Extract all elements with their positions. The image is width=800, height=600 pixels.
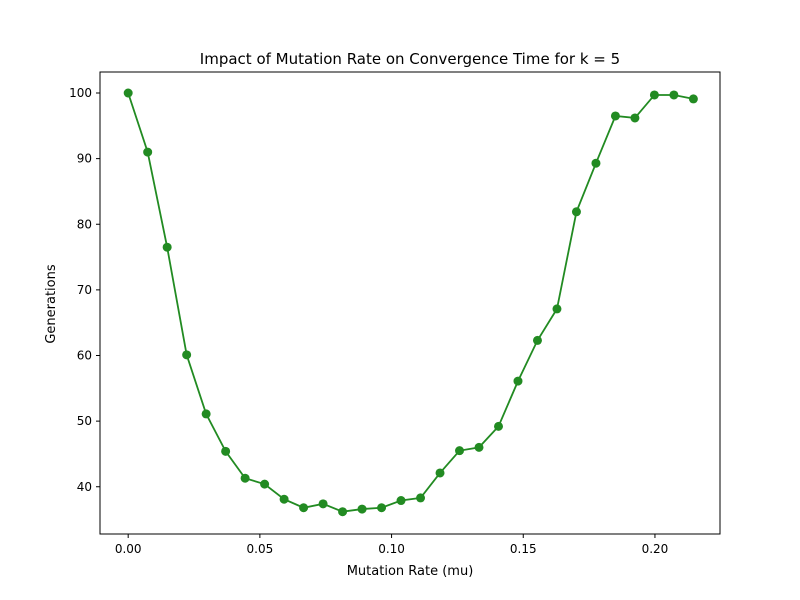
data-point (279, 494, 289, 504)
data-point (610, 111, 620, 121)
data-point (474, 442, 484, 452)
data-point (240, 473, 250, 483)
data-point (143, 147, 153, 157)
data-point (571, 207, 581, 217)
y-tick-label: 60 (77, 349, 92, 363)
data-point (513, 376, 523, 386)
data-point (338, 507, 348, 517)
data-point (669, 90, 679, 100)
data-point (552, 304, 562, 314)
data-point (591, 158, 601, 168)
plot-area: 0.00 0.05 0.10 0.15 0.20 40 50 60 70 80 90 100 (69, 71, 721, 556)
data-point (260, 479, 270, 489)
y-tick-label: 40 (77, 480, 92, 494)
data-point (688, 94, 698, 104)
y-tick-label: 50 (77, 414, 92, 428)
y-tick-label: 90 (77, 152, 92, 166)
data-point (357, 504, 367, 514)
data-point (182, 350, 192, 360)
y-axis-title: Generations (44, 264, 59, 344)
x-tick-label: 0.15 (510, 542, 537, 556)
data-point (396, 496, 406, 506)
x-tick-label: 0.00 (115, 542, 142, 556)
data-point (493, 421, 503, 431)
data-point (162, 242, 172, 252)
data-point (377, 503, 387, 513)
data-point (649, 90, 659, 100)
plot-frame (99, 71, 721, 535)
x-axis-title: Mutation Rate (mu) (347, 564, 474, 579)
y-tick-label: 70 (77, 283, 92, 297)
chart-title: Impact of Mutation Rate on Convergence T… (200, 50, 620, 68)
data-point (532, 335, 542, 345)
data-point (201, 409, 211, 419)
x-tick-label: 0.10 (378, 542, 405, 556)
data-point (299, 503, 309, 513)
y-tick-label: 100 (69, 86, 92, 100)
y-tick-label: 80 (77, 217, 92, 231)
x-tick-label: 0.05 (247, 542, 274, 556)
data-point (318, 499, 328, 509)
data-point (455, 446, 465, 456)
data-point (221, 446, 231, 456)
data-point (435, 468, 445, 478)
data-point (630, 113, 640, 123)
data-point (416, 493, 426, 503)
data-point (123, 88, 133, 98)
series-line (127, 92, 694, 513)
x-tick-label: 0.20 (642, 542, 669, 556)
